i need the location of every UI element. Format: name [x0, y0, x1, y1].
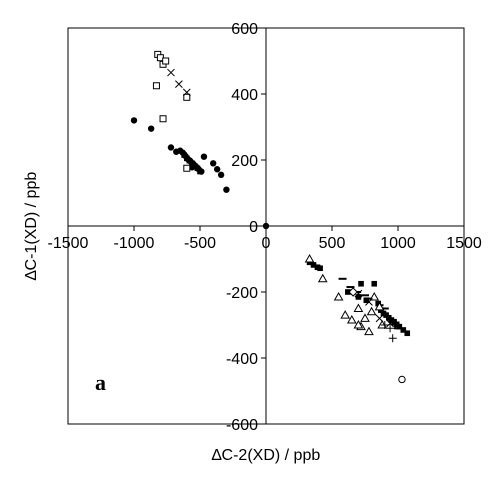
data-point: [197, 168, 203, 175]
x-tick-label: 0: [262, 235, 271, 252]
data-point: [375, 314, 384, 323]
data-point: [213, 166, 221, 173]
data-point: [371, 280, 378, 287]
data-point: [210, 160, 217, 167]
data-point: [167, 144, 175, 151]
data-point: [167, 68, 175, 77]
data-point: [364, 326, 374, 336]
data-point: [217, 171, 225, 179]
data-point: [391, 321, 400, 329]
data-point: [363, 297, 370, 304]
x-tick-label: 1000: [380, 235, 416, 252]
y-tick-label: 600: [231, 21, 258, 38]
data-point: [223, 186, 230, 193]
data-point: [353, 319, 364, 329]
x-tick-group: -1500 -1000 -500 0 500 1000 1500: [48, 226, 482, 252]
y-tick-group: 600 400 200 0 -200 -400 -600: [226, 21, 266, 434]
data-point: [355, 294, 362, 300]
data-point: [388, 334, 397, 343]
y-tick-label: 400: [231, 87, 258, 104]
y-axis-title: ∆C-1(XD) / ppb: [23, 172, 40, 281]
x-tick-label: -1500: [48, 235, 89, 252]
data-point: [130, 117, 138, 124]
data-point: [360, 313, 370, 322]
data-point: [175, 80, 183, 88]
y-tick-label: -600: [226, 417, 258, 434]
data-point: [375, 300, 381, 307]
data-point: [173, 148, 180, 155]
data-point: [365, 298, 373, 306]
data-point: [400, 327, 407, 333]
data-point: [404, 330, 411, 337]
data-point: [340, 310, 351, 319]
data-point: [152, 82, 160, 90]
data-point: [374, 301, 385, 311]
data-point: [353, 303, 364, 312]
y-tick-label: 200: [231, 153, 258, 170]
x-axis-title: ∆C-2(XD) / ppb: [212, 447, 321, 464]
data-point: [386, 324, 395, 333]
data-point: [317, 273, 328, 283]
data-point: [358, 280, 364, 287]
data-point: [182, 88, 191, 97]
data-point: [333, 291, 344, 301]
x-tick-label: -1000: [114, 235, 155, 252]
data-point: [159, 115, 167, 123]
y-tick-label: -400: [226, 351, 258, 368]
data-point: [194, 165, 201, 172]
data-point: [304, 253, 315, 263]
data-point: [147, 125, 155, 132]
data-point: [181, 152, 187, 158]
data-point: [262, 222, 270, 230]
data-point: [366, 306, 377, 316]
x-tick-label: 500: [319, 235, 346, 252]
data-point: [348, 287, 358, 297]
panel-label: a: [95, 370, 106, 395]
data-point: [345, 289, 351, 295]
data-point: [380, 321, 389, 329]
x-tick-label: -500: [184, 235, 216, 252]
data-point: [200, 153, 208, 160]
data-point: [162, 57, 170, 65]
data-point: [183, 93, 191, 101]
y-tick-label: 0: [249, 219, 258, 236]
data-point: [317, 265, 323, 272]
data-point: [183, 164, 191, 172]
data-point: [346, 315, 357, 324]
data-point: [398, 375, 406, 384]
data-point: [396, 323, 403, 330]
x-tick-label: 1500: [446, 235, 482, 252]
data-points: [130, 50, 411, 384]
data-point: [310, 262, 317, 268]
data-point: [386, 319, 394, 328]
y-tick-label: -200: [226, 285, 258, 302]
